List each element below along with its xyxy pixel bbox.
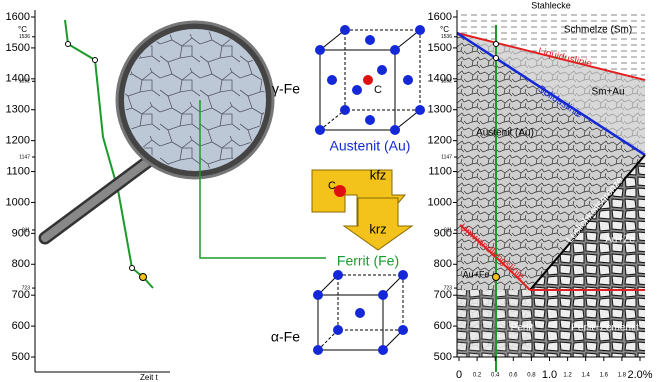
y-tick-label: 1147 (441, 154, 452, 160)
y-tick-label: 600 (12, 320, 30, 332)
y-tick-label: 723 (22, 285, 31, 291)
y-tick-label: 800 (12, 258, 30, 270)
x-axis-label: Zeit t (140, 373, 159, 382)
curve-point (140, 274, 147, 281)
y-tick-label: 911 (22, 227, 30, 233)
diagram-title: Stahlecke (531, 0, 571, 10)
region-label: Au+Ze (605, 235, 635, 246)
region-label: Schmelze (Sm) (564, 25, 632, 36)
x-tick-label: 2.0% (627, 369, 652, 381)
x-tick-label: 0.8 (527, 373, 536, 379)
region-label: Perlit+Zementit (571, 323, 639, 334)
region-label: Sm+Au (591, 87, 624, 98)
y-tick-label: 1536 (19, 34, 30, 40)
y-tick-label: 500 (434, 351, 452, 363)
y-tick-label: 1600 (6, 11, 30, 23)
unit-label: °C (440, 25, 449, 34)
y-tick-label: 723 (444, 285, 453, 291)
y-tick-label: 1536 (441, 34, 452, 40)
x-tick-label: 1.8 (618, 373, 627, 379)
alpha-label: α-Fe (271, 329, 300, 345)
fcc-label: kfz (370, 167, 387, 182)
y-tick-label: 1000 (6, 196, 30, 208)
y-tick-label: 600 (434, 320, 452, 332)
y-tick-label: 800 (434, 258, 452, 270)
fcc-cube (315, 25, 425, 135)
gamma-label: γ-Fe (272, 81, 300, 97)
region-label: Au+Fe (463, 269, 490, 279)
x-tick-label: 0.2 (473, 373, 482, 379)
curve-point (93, 58, 98, 63)
unit-label: °C (18, 25, 27, 34)
y-tick-label: 1200 (428, 135, 452, 147)
y-tick-label: 500 (12, 351, 30, 363)
y-tick-label: 1300 (6, 104, 30, 116)
x-tick-label: 0.6 (509, 373, 518, 379)
y-tick-label: 1100 (6, 165, 30, 177)
y-tick-label: 1392 (441, 79, 452, 85)
magnifier (45, 22, 273, 238)
y-tick-label: 1392 (19, 79, 30, 85)
y-tick-label: 1147 (19, 154, 30, 160)
y-tick-label: 1200 (6, 135, 30, 147)
bcc-cube (313, 270, 408, 355)
ferrite-label: Ferrit (Fe) (337, 253, 399, 269)
y-tick-label: 1600 (428, 11, 452, 23)
y-tick-label: 1500 (6, 42, 30, 54)
x-tick-label: 1.0 (542, 369, 557, 381)
illustration: °C Zeit t γ-Fe C Austenit (Au) C kfz krz… (0, 0, 660, 382)
curve-point (130, 266, 135, 271)
bcc-label: krz (369, 221, 386, 236)
y-tick-label: 1500 (428, 42, 452, 54)
x-tick-label: 1.4 (582, 373, 591, 379)
x-tick-label: 1.6 (600, 373, 609, 379)
y-tick-label: 1300 (428, 104, 452, 116)
austenite-label: Austenit (Au) (330, 138, 411, 154)
x-tick-label: 0 (456, 369, 462, 381)
x-tick-label: 1.2 (563, 373, 572, 379)
curve-point (66, 42, 71, 47)
x-tick-label: 0.4 (491, 373, 500, 379)
y-tick-label: 911 (444, 227, 452, 233)
carbon-label: C (374, 84, 382, 96)
y-tick-label: 1100 (428, 165, 452, 177)
carbon-arrow-label: C (328, 180, 336, 192)
region-label: Perlit (511, 323, 534, 334)
region-label: Austenit (Au) (476, 128, 534, 139)
y-tick-label: 1000 (428, 196, 452, 208)
